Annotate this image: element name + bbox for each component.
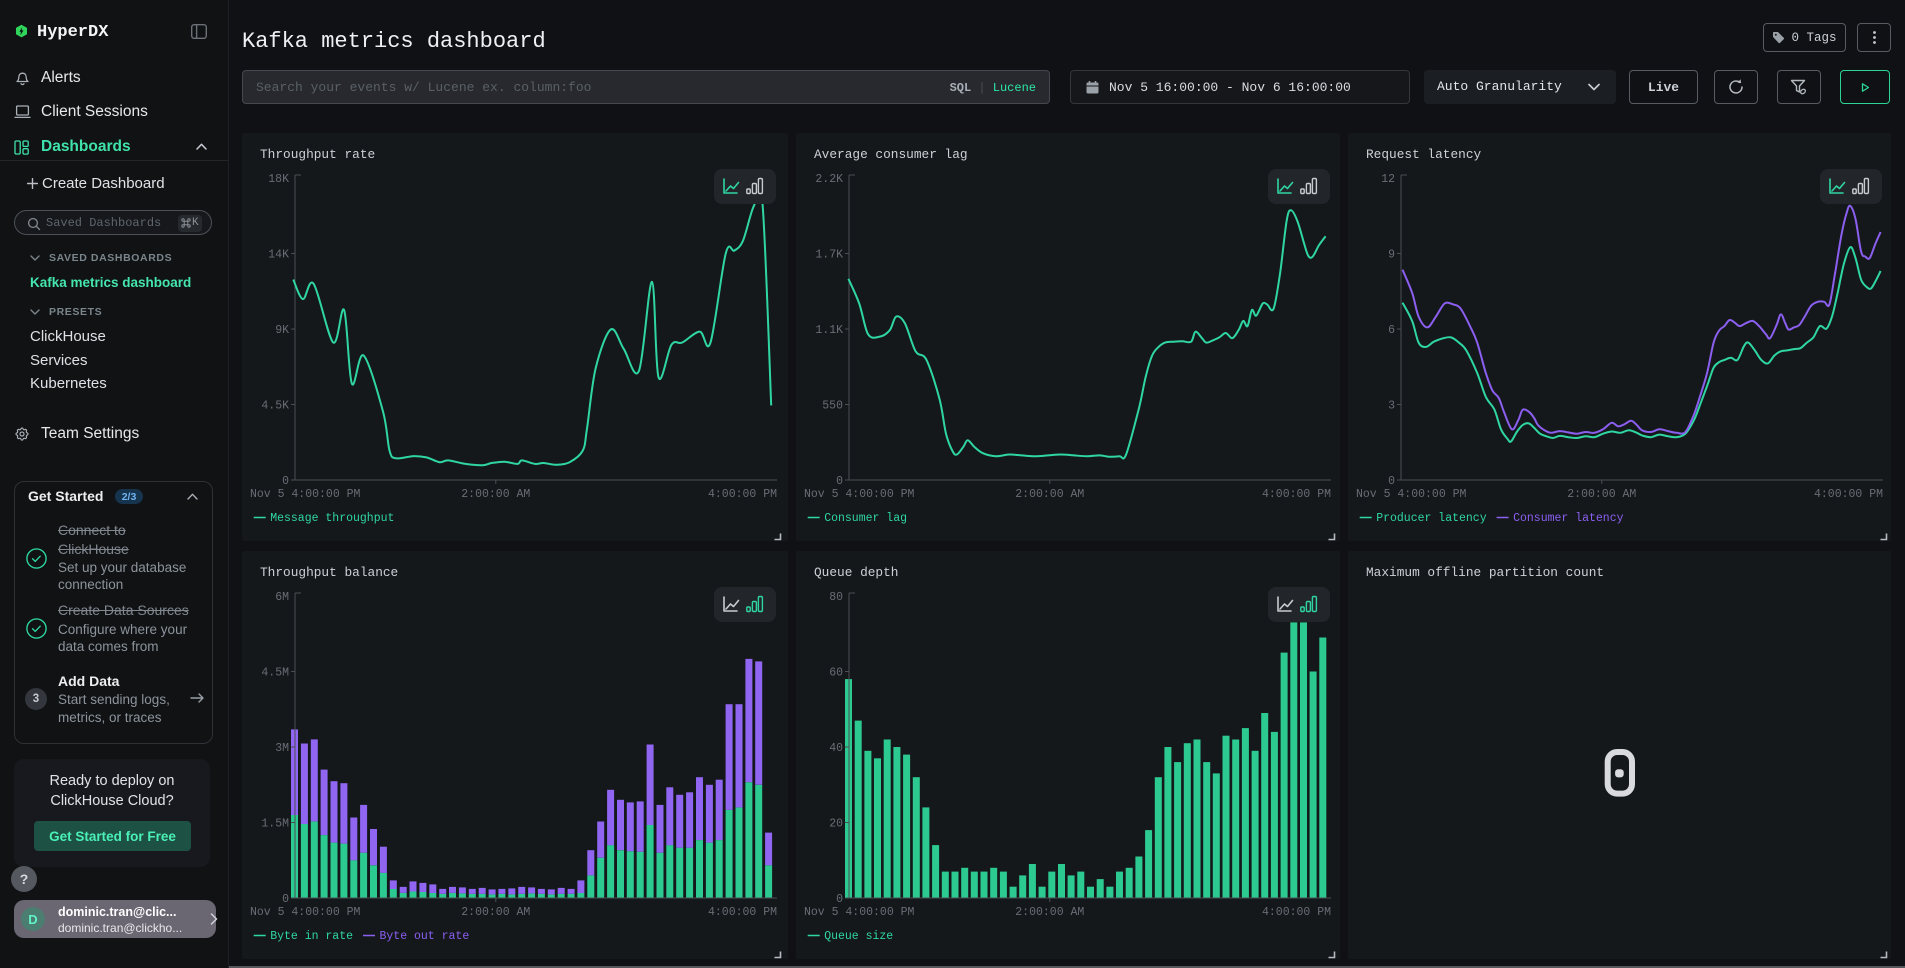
- svg-text:2:00:00 AM: 2:00:00 AM: [1015, 488, 1084, 501]
- svg-text:1.7K: 1.7K: [815, 249, 843, 262]
- svg-text:Nov 5 4:00:00 PM: Nov 5 4:00:00 PM: [250, 906, 361, 919]
- svg-text:4:00:00 PM: 4:00:00 PM: [1262, 488, 1331, 501]
- svg-text:4:00:00 PM: 4:00:00 PM: [708, 906, 777, 919]
- svg-text:Throughput balance: Throughput balance: [260, 565, 398, 580]
- svg-text:2:00:00 AM: 2:00:00 AM: [1567, 488, 1636, 501]
- svg-text:Queue depth: Queue depth: [814, 565, 898, 580]
- svg-text:2:00:00 AM: 2:00:00 AM: [461, 488, 530, 501]
- svg-text:1.5M: 1.5M: [261, 818, 289, 831]
- svg-text:18K: 18K: [268, 173, 289, 186]
- svg-text:6M: 6M: [275, 591, 289, 604]
- svg-text:0: 0: [282, 893, 289, 906]
- svg-text:2.2K: 2.2K: [815, 173, 843, 186]
- svg-text:Message throughput: Message throughput: [270, 512, 394, 525]
- svg-text:6: 6: [1388, 324, 1395, 337]
- svg-text:3M: 3M: [275, 742, 289, 755]
- svg-text:14K: 14K: [268, 249, 289, 262]
- svg-text:4.5K: 4.5K: [261, 400, 289, 413]
- svg-text:Nov 5 4:00:00 PM: Nov 5 4:00:00 PM: [250, 488, 361, 501]
- svg-text:4:00:00 PM: 4:00:00 PM: [1814, 488, 1883, 501]
- svg-text:Nov 5 4:00:00 PM: Nov 5 4:00:00 PM: [1356, 488, 1467, 501]
- svg-text:Average consumer lag: Average consumer lag: [814, 147, 968, 162]
- svg-text:Request latency: Request latency: [1366, 147, 1482, 162]
- svg-text:Byte in rate: Byte in rate: [270, 930, 353, 943]
- svg-text:4:00:00 PM: 4:00:00 PM: [708, 488, 777, 501]
- svg-text:9K: 9K: [275, 324, 289, 337]
- svg-text:0: 0: [282, 475, 289, 488]
- svg-text:0: 0: [1388, 475, 1395, 488]
- svg-text:40: 40: [829, 742, 843, 755]
- svg-text:Consumer lag: Consumer lag: [824, 512, 907, 525]
- svg-text:Throughput rate: Throughput rate: [260, 147, 375, 162]
- svg-text:Byte out rate: Byte out rate: [380, 930, 470, 943]
- svg-text:60: 60: [829, 667, 843, 680]
- svg-text:1.1K: 1.1K: [815, 324, 843, 337]
- svg-text:80: 80: [829, 591, 843, 604]
- svg-text:Queue size: Queue size: [824, 930, 893, 943]
- svg-text:Maximum offline partition coun: Maximum offline partition count: [1366, 565, 1604, 580]
- svg-text:Nov 5 4:00:00 PM: Nov 5 4:00:00 PM: [804, 906, 915, 919]
- svg-text:2:00:00 AM: 2:00:00 AM: [461, 906, 530, 919]
- svg-text:0: 0: [836, 893, 843, 906]
- svg-text:550: 550: [822, 400, 843, 413]
- svg-text:2:00:00 AM: 2:00:00 AM: [1015, 906, 1084, 919]
- svg-text:3: 3: [1388, 400, 1395, 413]
- svg-text:Producer latency: Producer latency: [1376, 512, 1487, 525]
- svg-text:4.5M: 4.5M: [261, 667, 289, 680]
- svg-text:4:00:00 PM: 4:00:00 PM: [1262, 906, 1331, 919]
- svg-text:Nov 5 4:00:00 PM: Nov 5 4:00:00 PM: [804, 488, 915, 501]
- svg-text:9: 9: [1388, 249, 1395, 262]
- svg-text:12: 12: [1381, 173, 1395, 186]
- svg-text:0: 0: [836, 475, 843, 488]
- svg-text:20: 20: [829, 818, 843, 831]
- svg-text:Consumer latency: Consumer latency: [1513, 512, 1624, 525]
